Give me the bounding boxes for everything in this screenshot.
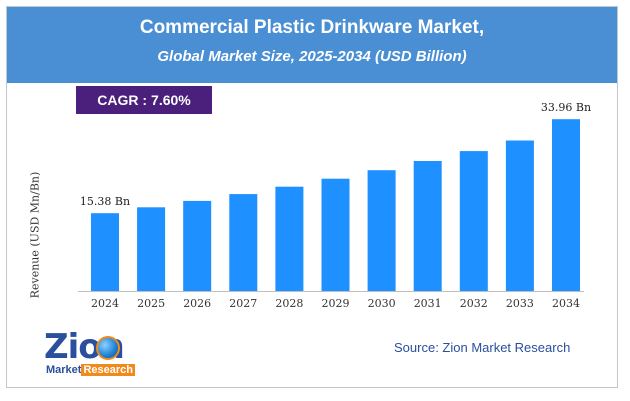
logo-tagline: Market Research <box>46 364 136 376</box>
x-tick-label-2024: 2024 <box>91 297 119 310</box>
header-banner: Commercial Plastic Drinkware Market, Glo… <box>7 7 617 83</box>
x-tick-label-2029: 2029 <box>322 297 350 310</box>
cagr-value: 7.60% <box>151 92 191 108</box>
bar-2027 <box>229 194 258 291</box>
globe-icon <box>96 336 120 360</box>
chart-title: Commercial Plastic Drinkware Market, <box>139 17 485 38</box>
logo-tag-market: Market <box>46 364 82 376</box>
x-tick-label-2031: 2031 <box>414 297 442 310</box>
x-tick-label-2027: 2027 <box>229 297 257 310</box>
chart-subtitle: Global Market Size, 2025-2034 (USD Billi… <box>157 48 467 65</box>
bar-2029 <box>321 178 350 291</box>
x-tick-label-2026: 2026 <box>183 297 211 310</box>
zion-logo: Zion Market Research <box>44 330 154 378</box>
data-label-2024: 15.38 Bn <box>80 195 130 208</box>
x-tick-label-2034: 2034 <box>552 297 580 310</box>
bar-2025 <box>137 207 166 291</box>
bar-2028 <box>275 186 304 291</box>
bar-2033 <box>505 140 534 291</box>
x-tick-label-2033: 2033 <box>506 297 534 310</box>
bar-2030 <box>367 170 396 291</box>
x-tick-label-2030: 2030 <box>368 297 396 310</box>
logo-tag-research: Research <box>81 364 136 376</box>
bar-2024 <box>91 213 119 291</box>
cagr-badge: CAGR : 7.60% <box>76 86 212 114</box>
bar-2034 <box>552 119 580 291</box>
x-tick-label-2025: 2025 <box>137 297 165 310</box>
x-tick-label-2032: 2032 <box>460 297 488 310</box>
cagr-label: CAGR : <box>97 92 148 108</box>
x-tick-label-2028: 2028 <box>275 297 303 310</box>
bar-2026 <box>183 200 212 291</box>
bar-2032 <box>459 151 488 291</box>
source-note: Source: Zion Market Research <box>394 340 571 355</box>
bar-2031 <box>413 161 442 291</box>
data-label-2034: 33.96 Bn <box>541 101 591 114</box>
